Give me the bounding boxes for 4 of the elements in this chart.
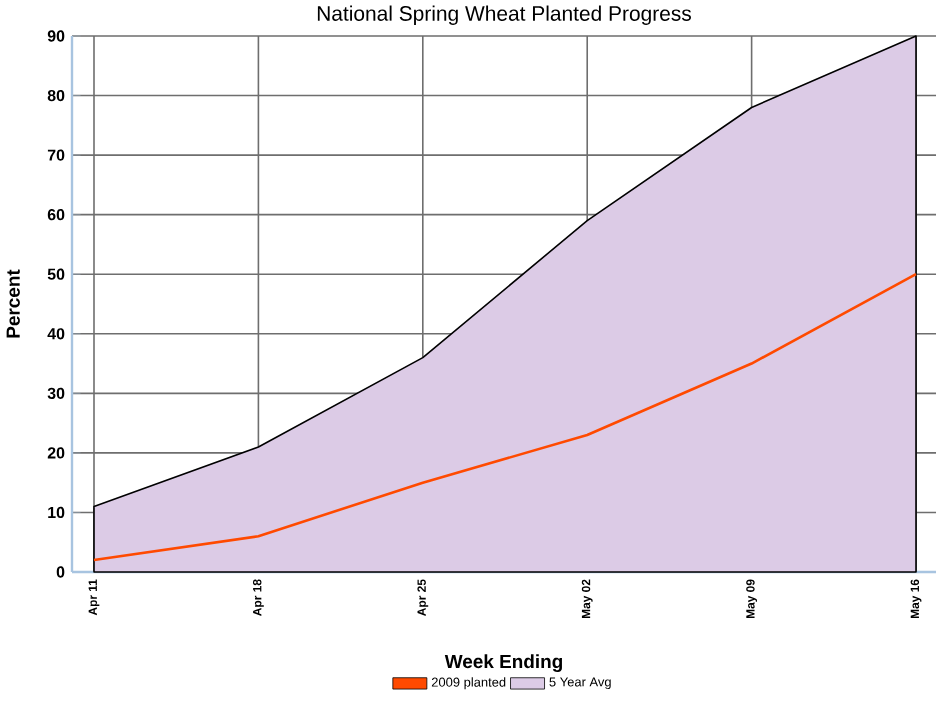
x-axis-title: Week Ending: [444, 654, 562, 672]
y-axis-title: Percent: [6, 269, 20, 338]
chart-title: National Spring Wheat Planted Progress: [317, 5, 691, 26]
line-series: [92, 272, 918, 562]
